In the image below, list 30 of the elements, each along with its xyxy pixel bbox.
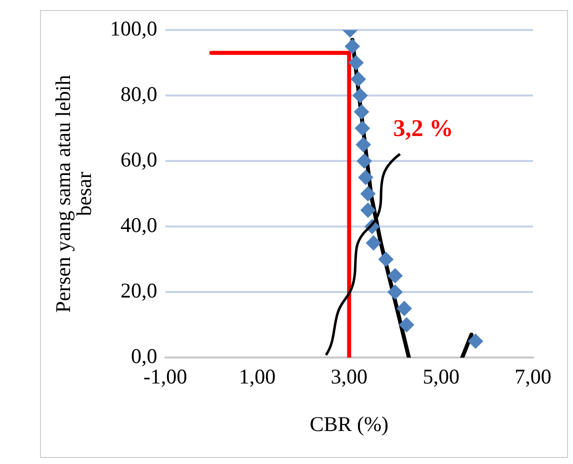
x-tick-label: 3,00 (330, 364, 368, 389)
x-tick-label: 1,00 (238, 364, 276, 389)
annotation: 3,2 % (393, 116, 454, 142)
y-tick-label: 40,0 (120, 213, 158, 238)
y-tick-label: 100,0 (110, 16, 158, 41)
point (388, 284, 403, 300)
y-tick-label: 80,0 (120, 82, 158, 106)
point (356, 154, 372, 169)
point (350, 72, 366, 87)
point (366, 235, 381, 250)
point (468, 334, 484, 349)
x-tick-label: 7,00 (514, 364, 552, 389)
y-tick-label: 20,0 (120, 278, 158, 303)
x-axis-title: CBR (%) (310, 412, 389, 436)
point (348, 55, 364, 70)
point (399, 317, 414, 332)
y-tick-label: 60,0 (120, 148, 158, 172)
point (360, 186, 376, 202)
point (388, 268, 403, 284)
point (354, 120, 370, 136)
point (356, 137, 371, 152)
point (344, 38, 360, 54)
y-axis-title: Persen yang sama atau lebih besar (51, 74, 96, 313)
point (354, 104, 370, 120)
x-tick-label: 5,00 (422, 364, 460, 389)
point (396, 300, 412, 316)
point (358, 170, 374, 185)
point (352, 88, 368, 104)
point (360, 202, 376, 218)
point (378, 252, 394, 267)
